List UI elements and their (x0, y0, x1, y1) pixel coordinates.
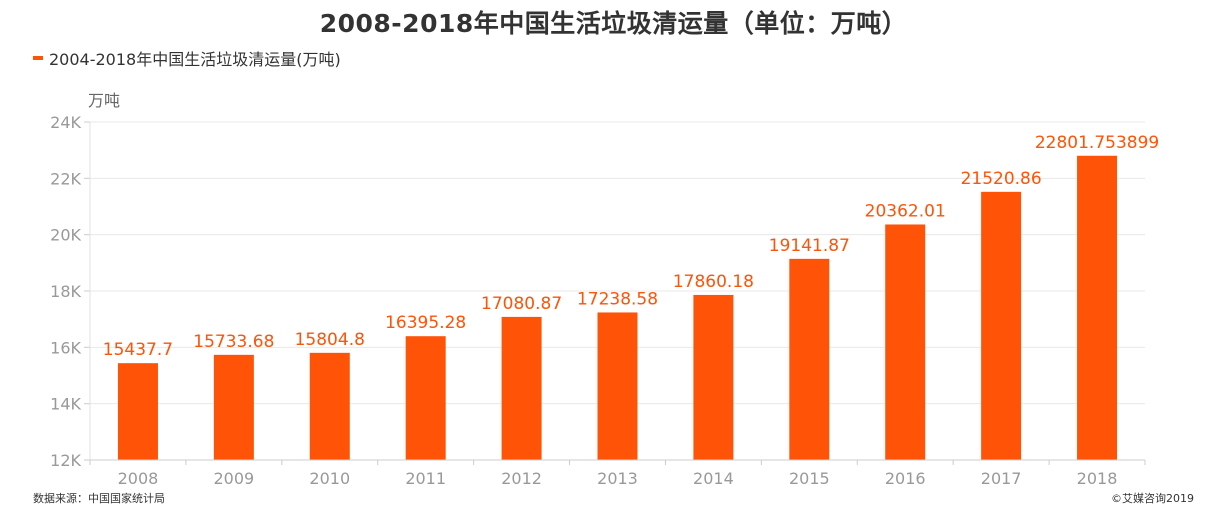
legend-swatch (33, 56, 43, 60)
bar-2009 (213, 354, 254, 460)
source-note: 数据来源：中国国家统计局 (33, 492, 165, 505)
x-axis-ticks: 2008 2009 2010 2011 2012 2013 2014 2015 2016 2017… (118, 469, 1118, 488)
x-tick-label: 2016 (885, 469, 926, 488)
data-label: 17238.58 (577, 289, 658, 309)
bar-2016 (885, 224, 926, 460)
bar-2010 (309, 352, 350, 460)
data-label: 16395.28 (385, 313, 466, 333)
data-label: 21520.86 (961, 169, 1042, 189)
data-label: 15733.68 (193, 332, 274, 352)
y-tick-label: 22K (50, 169, 81, 188)
x-tick-label: 2014 (693, 469, 734, 488)
legend-label: 2004-2018年中国生活垃圾清运量(万吨) (49, 50, 341, 69)
data-label: 17860.18 (673, 272, 754, 292)
y-axis-label: 万吨 (88, 91, 120, 110)
x-tick-label: 2013 (597, 469, 638, 488)
x-tick-label: 2008 (118, 469, 159, 488)
x-tick-label: 2011 (405, 469, 446, 488)
bar-2008 (117, 363, 158, 460)
x-tick-label: 2017 (981, 469, 1022, 488)
x-tick-label: 2009 (214, 469, 255, 488)
y-tick-label: 20K (50, 226, 81, 245)
chart-title: 2008-2018年中国生活垃圾清运量（单位：万吨） (319, 9, 908, 38)
y-tick-label: 16K (50, 338, 81, 357)
bar-2012 (501, 316, 542, 460)
legend: 2004-2018年中国生活垃圾清运量(万吨) (33, 47, 341, 69)
x-tick-label: 2015 (789, 469, 830, 488)
bar-2011 (405, 336, 446, 460)
data-label: 19141.87 (769, 236, 850, 256)
x-tick-label: 2018 (1077, 469, 1118, 488)
data-label: 20362.01 (865, 201, 946, 221)
bar-2015 (789, 258, 830, 460)
bar-2014 (693, 294, 734, 460)
data-label: 15804.8 (295, 330, 365, 350)
y-tick-label: 12K (50, 451, 81, 470)
bar-2013 (597, 312, 638, 460)
bar-2018 (1077, 155, 1118, 460)
data-label: 22801.753899 (1035, 133, 1159, 153)
x-tick-label: 2012 (501, 469, 542, 488)
y-tick-label: 14K (50, 395, 81, 414)
data-label: 15437.7 (103, 340, 173, 360)
data-labels: 15437.7 15733.68 15804.8 16395.28 17080.87 17… (103, 133, 1159, 360)
bar-2017 (981, 191, 1022, 461)
y-tick-label: 18K (50, 282, 81, 301)
x-tick-label: 2010 (309, 469, 350, 488)
bars (117, 155, 1118, 461)
copyright-note: ©艾媒咨询2019 (1111, 492, 1194, 505)
x-axis (89, 459, 1146, 465)
y-tick-label: 24K (50, 113, 81, 132)
y-axis-ticks: 12K 14K 16K 18K 20K 22K 24K (50, 113, 91, 470)
data-label: 17080.87 (481, 294, 562, 314)
